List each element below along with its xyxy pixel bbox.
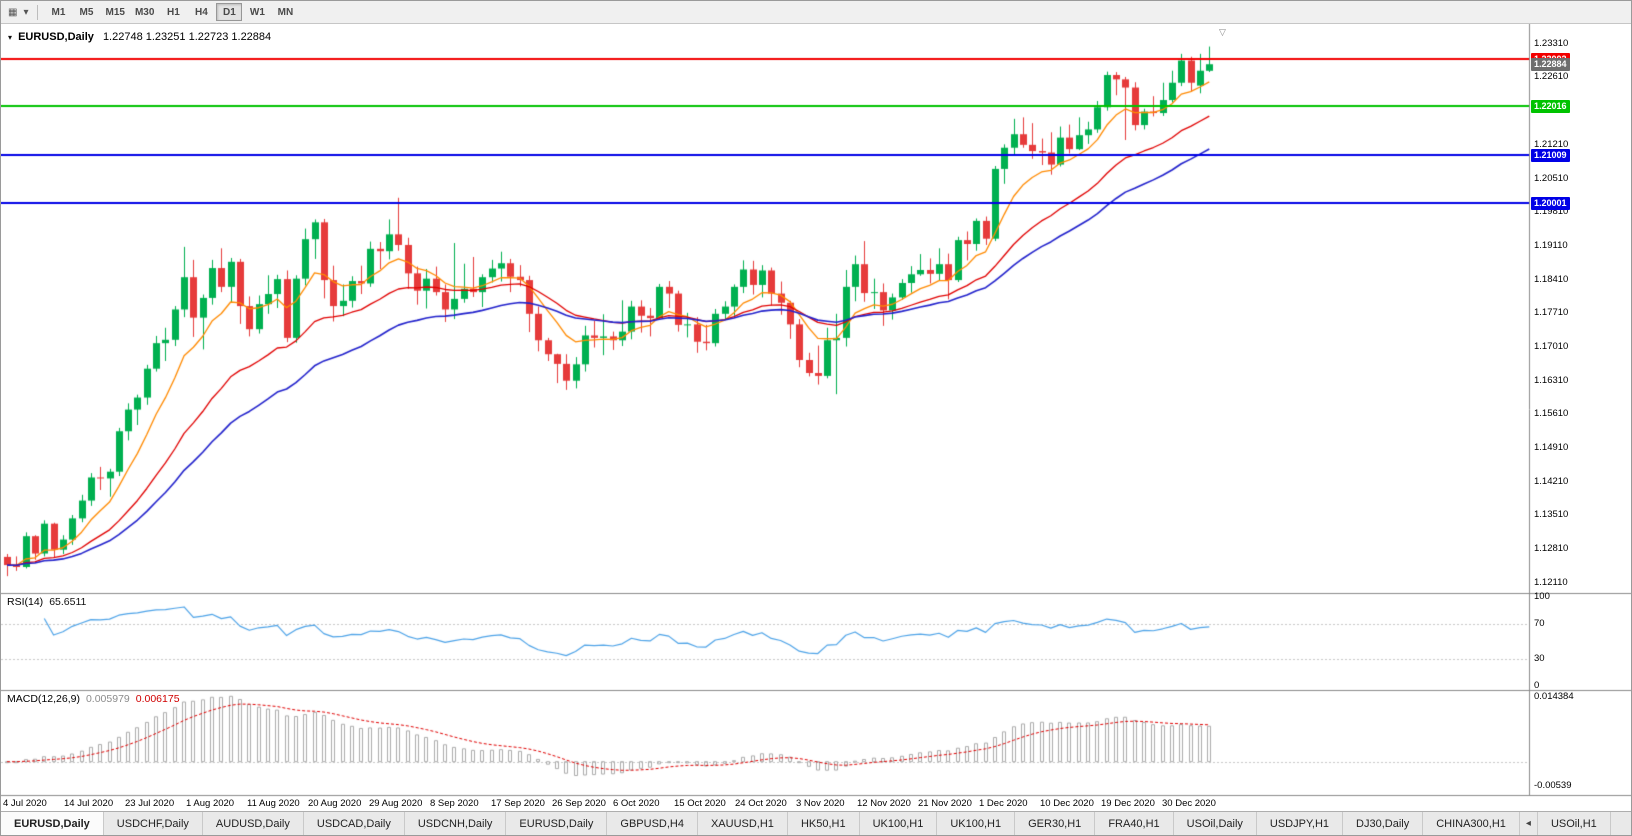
chart-window-icon[interactable]: ▦ <box>8 6 18 18</box>
rsi-axis-label: 0 <box>1534 680 1540 691</box>
date-axis-label: 6 Oct 2020 <box>613 798 660 809</box>
price-axis-label: 1.23310 <box>1534 37 1569 49</box>
price-axis-label: 1.13510 <box>1534 509 1569 521</box>
date-axis-label: 12 Nov 2020 <box>857 798 911 809</box>
price-axis-label: 1.20510 <box>1534 172 1569 184</box>
date-axis-label: 8 Sep 2020 <box>430 798 479 809</box>
macd-indicator-label: MACD(12,26,9) 0.005979 0.006175 <box>7 693 180 705</box>
date-axis-label: 19 Dec 2020 <box>1101 798 1155 809</box>
chart-tab-dj30[interactable]: DJ30,Daily <box>1343 812 1424 835</box>
timeframe-button-m5[interactable]: M5 <box>79 6 94 18</box>
date-axis-label: 24 Oct 2020 <box>735 798 787 809</box>
rsi-axis-label: 70 <box>1534 617 1545 629</box>
chart-tab-xauusd[interactable]: XAUUSD,H1 <box>697 812 788 835</box>
toolbar-separator <box>37 4 39 20</box>
timeframe-buttons: M1 M5 M15 M30 H1 H4 D1 W1 MN <box>44 3 299 21</box>
chart-tabs-bar: EURUSD,Daily USDCHF,Daily AUDUSD,Daily USDC… <box>1 811 1631 835</box>
date-axis-label: 14 Jul 2020 <box>64 798 114 809</box>
timeframe-button-m1[interactable]: M1 <box>51 6 66 18</box>
current-price-badge: 1.22884 <box>1531 58 1570 72</box>
price-axis-label: 1.18410 <box>1534 273 1569 285</box>
macd-axis-label: -0.00539 <box>1534 779 1572 791</box>
toolbar-icons: ▦ ▾ <box>5 3 31 21</box>
price-axis-label: 1.15610 <box>1534 408 1569 420</box>
chart-tab-audusd[interactable]: AUDUSD,Daily <box>202 812 304 835</box>
date-axis-label: 20 Aug 2020 <box>308 798 362 809</box>
timeframe-button-d1[interactable]: D1 <box>216 3 243 21</box>
chart-tab-usdjpy[interactable]: USDJPY,H1 <box>1256 812 1344 835</box>
price-level-badge[interactable]: 1.22016 <box>1531 100 1570 114</box>
price-level-badge[interactable]: 1.20001 <box>1531 197 1570 211</box>
price-axis-label: 1.21210 <box>1534 138 1569 150</box>
price-axis-label: 1.19110 <box>1534 239 1568 251</box>
timeframe-toolbar: ▦ ▾ M1 M5 M15 M30 H1 H4 D1 W1 MN <box>1 1 1631 24</box>
date-axis-label: 1 Dec 2020 <box>979 798 1028 809</box>
price-axis-label: 1.19810 <box>1534 206 1569 218</box>
chart-shift-marker-icon[interactable]: ▽ <box>1219 27 1226 37</box>
chart-tab-eurusd[interactable]: EURUSD,Daily <box>506 812 608 835</box>
date-axis-label: 10 Dec 2020 <box>1040 798 1094 809</box>
chart-tab-hk50[interactable]: HK50,H1 <box>787 812 860 835</box>
chart-tab-usdchf[interactable]: USDCHF,Daily <box>103 812 203 835</box>
rsi-indicator-label: RSI(14) 65.6511 <box>7 596 86 608</box>
price-axis-label: 1.14210 <box>1534 475 1569 487</box>
chart-tab-eurusd[interactable]: EURUSD,Daily <box>1 812 104 835</box>
rsi-axis-label: 30 <box>1534 653 1545 665</box>
timeframe-button-w1[interactable]: W1 <box>249 6 265 18</box>
chart-tab-usdcnh[interactable]: USDCNH,Daily <box>404 812 507 835</box>
price-axis-label: 1.12810 <box>1534 543 1569 555</box>
dropdown-caret-icon[interactable]: ▾ <box>23 6 29 18</box>
chart-tab-fra40[interactable]: FRA40,H1 <box>1095 812 1174 835</box>
chart-title: ▾ EURUSD,Daily 1.22748 1.23251 1.22723 1… <box>8 31 271 43</box>
timeframe-button-h1[interactable]: H1 <box>166 6 180 18</box>
chart-tab-usdcad[interactable]: USDCAD,Daily <box>303 812 405 835</box>
macd-main-value: 0.005979 <box>85 693 130 705</box>
price-axis-label: 1.22610 <box>1534 71 1569 83</box>
date-axis-label: 4 Jul 2020 <box>3 798 47 809</box>
macd-name: MACD(12,26,9) <box>7 693 80 705</box>
chart-tab-usoil[interactable]: USOil,Daily <box>1173 812 1257 835</box>
price-axis-label: 1.17710 <box>1534 307 1569 319</box>
price-axis-label: 1.14910 <box>1534 442 1569 454</box>
date-axis-label: 3 Nov 2020 <box>796 798 845 809</box>
chart-tab-uk100[interactable]: UK100,H1 <box>937 812 1016 835</box>
chart-title-symbol: EURUSD,Daily <box>18 31 94 43</box>
date-axis-label: 21 Nov 2020 <box>918 798 972 809</box>
macd-signal-value: 0.006175 <box>135 693 180 705</box>
date-axis-label: 11 Aug 2020 <box>247 798 300 809</box>
price-axis-label: 1.17010 <box>1534 341 1569 352</box>
date-axis-label: 29 Aug 2020 <box>369 798 423 809</box>
price-level-badge[interactable]: 1.21009 <box>1531 148 1570 162</box>
timeframe-button-m15[interactable]: M15 <box>105 6 125 18</box>
chart-tab-china300[interactable]: CHINA300,H1 <box>1423 812 1520 835</box>
chart-tab-usoil[interactable]: USOil,H1 <box>1537 812 1611 835</box>
date-axis-label: 30 Dec 2020 <box>1162 798 1216 809</box>
timeframe-button-h4[interactable]: H4 <box>194 6 208 18</box>
rsi-name: RSI(14) <box>7 596 44 608</box>
rsi-value: 65.6511 <box>49 596 87 608</box>
macd-axis-label: 0.014384 <box>1534 690 1574 702</box>
chart-tab-ger30[interactable]: GER30,H1 <box>1015 812 1096 835</box>
price-axis-label: 1.16310 <box>1534 374 1569 386</box>
date-axis-label: 17 Sep 2020 <box>491 798 545 809</box>
chart-tab-gbpusd[interactable]: GBPUSD,H4 <box>607 812 698 835</box>
timeframe-button-m30[interactable]: M30 <box>134 6 155 18</box>
one-click-trading-toggle-icon[interactable]: ▾ <box>8 33 13 42</box>
date-axis-label: 26 Sep 2020 <box>552 798 606 809</box>
timeframe-button-mn[interactable]: MN <box>277 6 294 18</box>
rsi-axis-label: 100 <box>1534 591 1550 602</box>
date-axis-label: 23 Jul 2020 <box>125 798 175 809</box>
chart-title-ohlc: 1.22748 1.23251 1.22723 1.22884 <box>102 31 272 43</box>
price-axis-label: 1.12110 <box>1534 576 1568 588</box>
date-axis-label: 15 Oct 2020 <box>674 798 726 809</box>
price-chart-canvas[interactable] <box>1 24 1631 813</box>
tab-scroll-left-button[interactable]: ◂ <box>1520 812 1538 835</box>
chart-tab-uk100[interactable]: UK100,H1 <box>859 812 938 835</box>
date-axis-label: 1 Aug 2020 <box>186 798 235 809</box>
